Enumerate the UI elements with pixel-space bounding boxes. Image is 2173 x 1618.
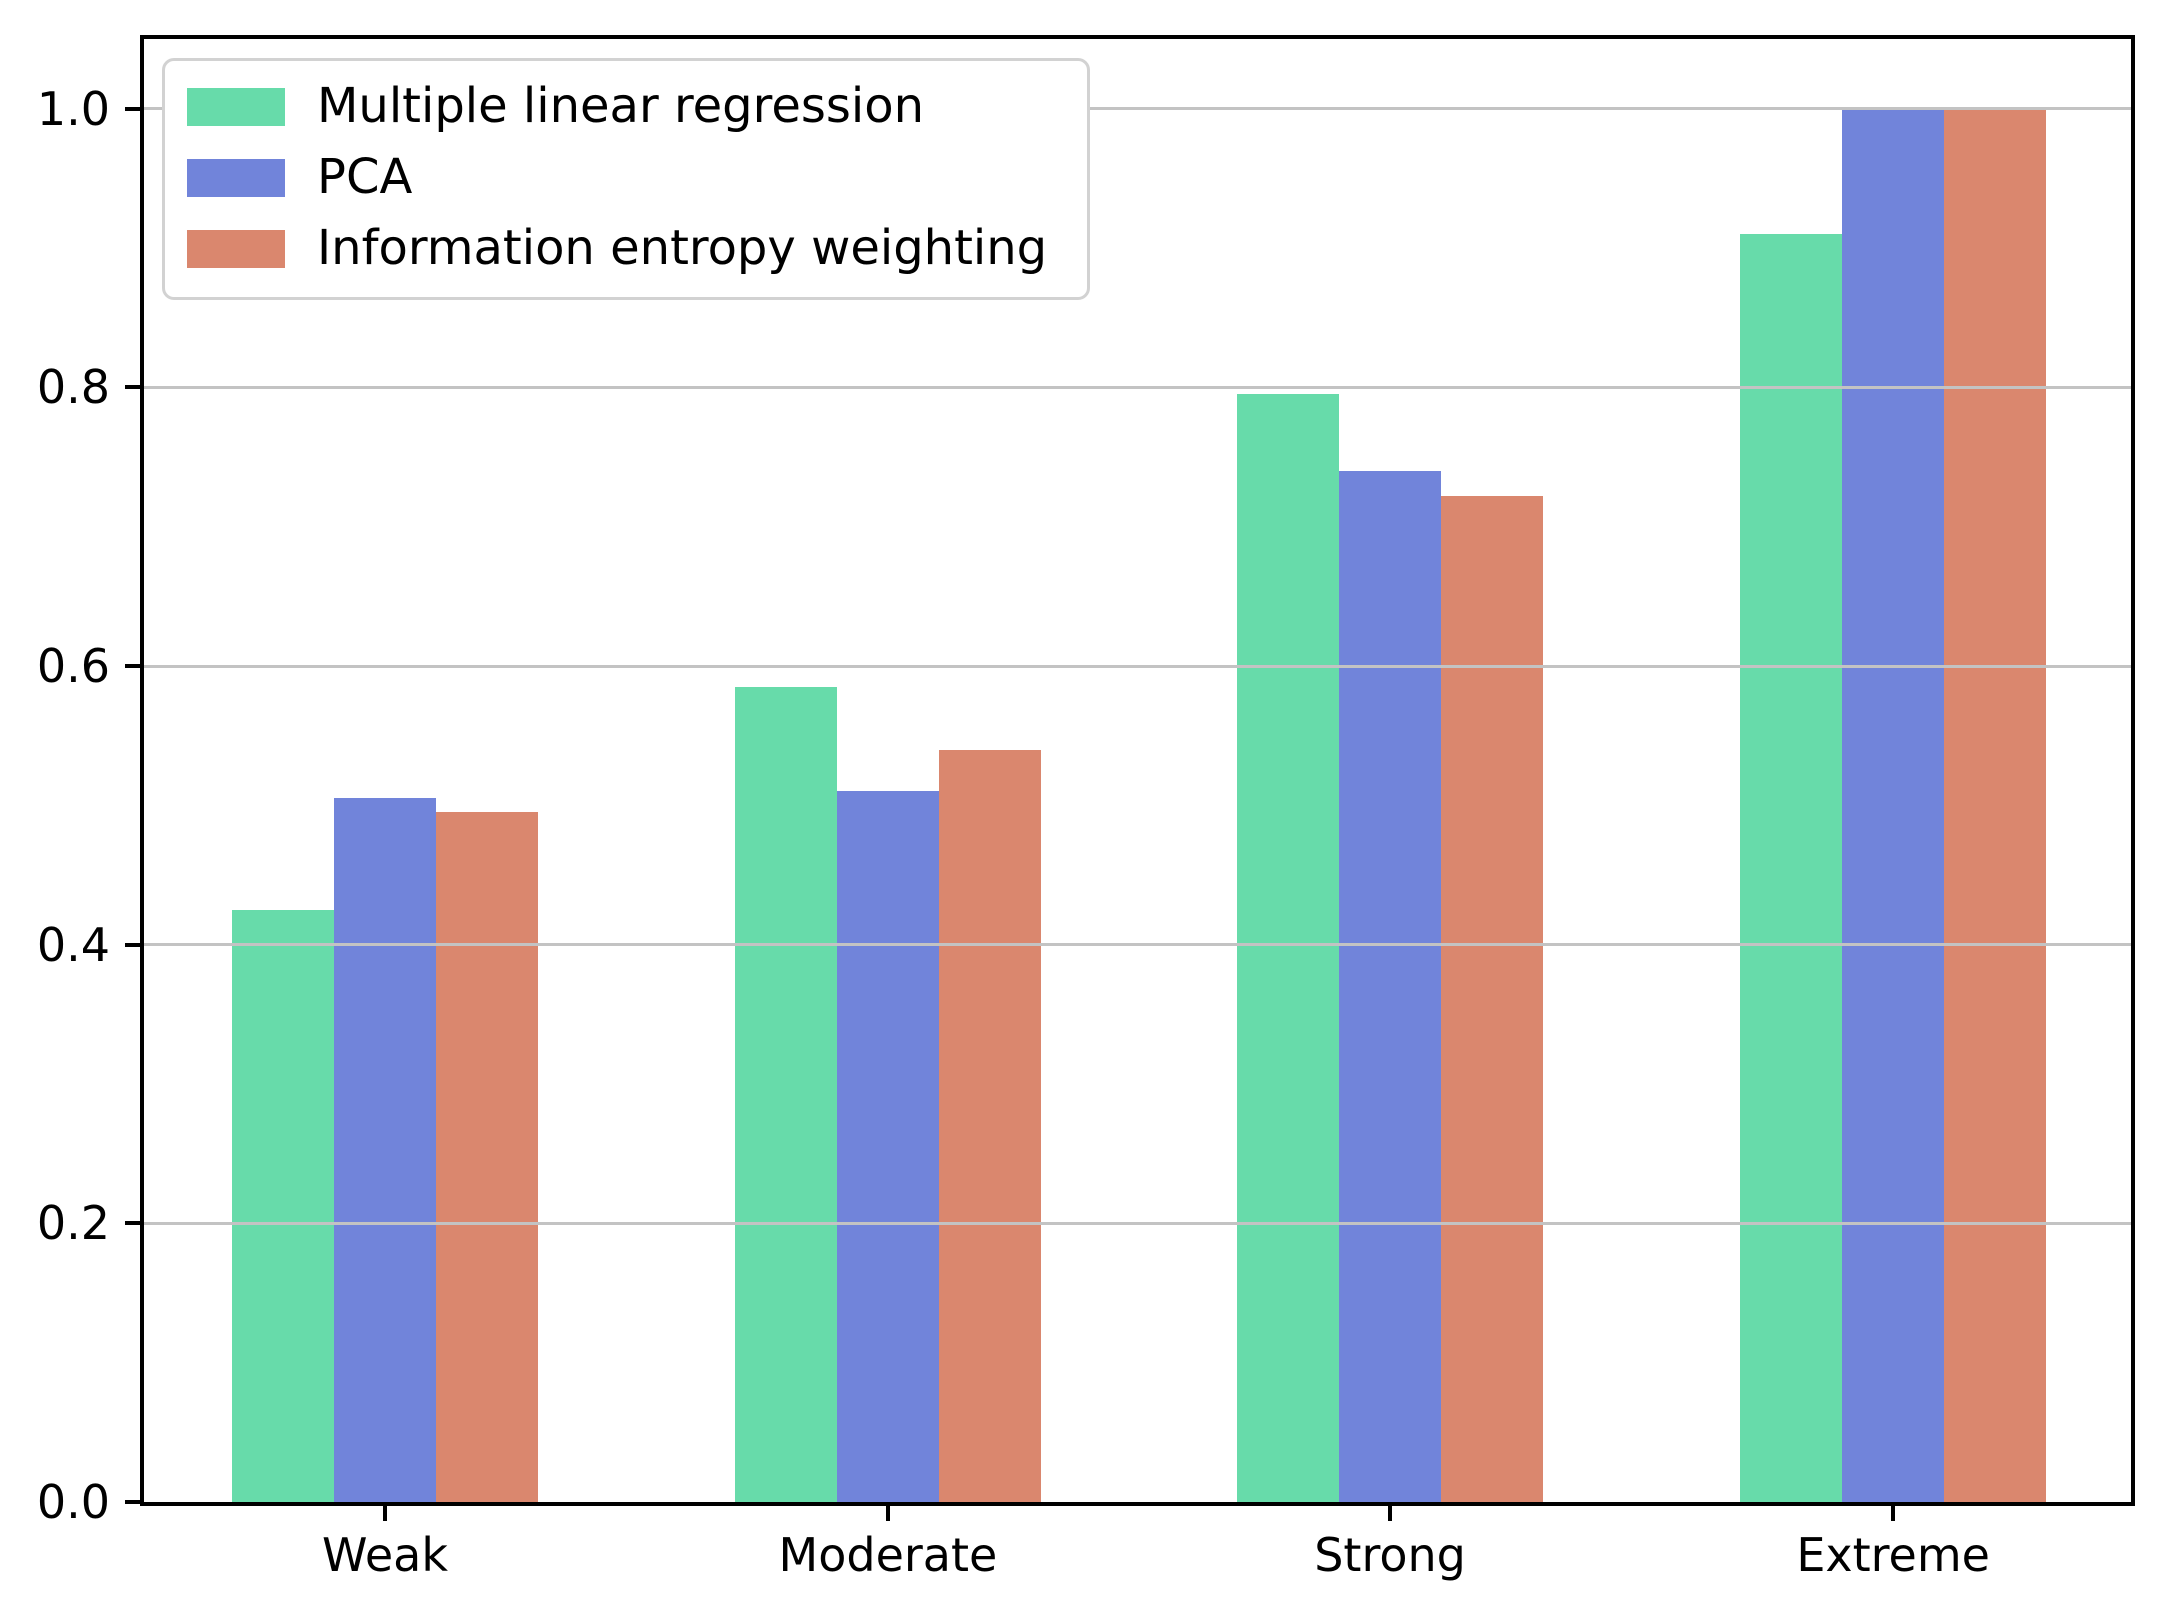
- legend-item-series2: Information entropy weighting: [187, 221, 1047, 276]
- bar-moderate-series0: [734, 686, 837, 1502]
- xtick-label-weak: Weak: [322, 1528, 448, 1582]
- legend-swatch-series1: [187, 158, 285, 197]
- ytick-label-0.2: 0.2: [36, 1196, 110, 1251]
- ytick-label-1.0: 1.0: [36, 81, 110, 136]
- gridline-y-0.2: [144, 1221, 2131, 1225]
- ytick-label-0.0: 0.0: [36, 1475, 110, 1529]
- ytick-mark-0.8: [125, 385, 140, 390]
- ytick-mark-0.2: [125, 1221, 140, 1226]
- xtick-mark-weak: [383, 1506, 388, 1521]
- ytick-label-0.4: 0.4: [36, 917, 110, 972]
- ytick-label-0.6: 0.6: [36, 639, 110, 693]
- bar-strong-series0: [1237, 394, 1340, 1502]
- legend-label-series2: Information entropy weighting: [317, 220, 1048, 277]
- xtick-mark-extreme: [1891, 1506, 1896, 1521]
- xtick-mark-moderate: [885, 1506, 890, 1521]
- xtick-label-moderate: Moderate: [778, 1528, 998, 1582]
- bar-strong-series2: [1441, 496, 1544, 1502]
- legend: Multiple linear regression PCA Information…: [162, 58, 1091, 300]
- xtick-mark-strong: [1388, 1506, 1393, 1521]
- plot-area: Multiple linear regression PCA Information…: [37, 35, 2135, 1578]
- xtick-label-strong: Strong: [1314, 1528, 1466, 1582]
- legend-item-series0: Multiple linear regression: [187, 78, 1047, 134]
- ytick-mark-1.0: [125, 106, 140, 111]
- bar-moderate-series1: [836, 791, 939, 1502]
- bar-extreme-series0: [1740, 234, 1843, 1502]
- ytick-mark-0.6: [125, 664, 140, 669]
- gridline-y-1.0: [144, 107, 2131, 111]
- bar-weak-series0: [232, 909, 335, 1502]
- bar-weak-series1: [334, 798, 436, 1502]
- bar-extreme-series1: [1842, 108, 1945, 1502]
- legend-label-series0: Multiple linear regression: [317, 78, 924, 134]
- bar-extreme-series2: [1944, 108, 2047, 1502]
- legend-item-series1: PCA: [187, 149, 1047, 206]
- bar-moderate-series2: [938, 749, 1041, 1502]
- legend-swatch-series2: [187, 229, 285, 268]
- gridline-y-0.8: [144, 385, 2131, 389]
- bar-strong-series1: [1339, 470, 1442, 1502]
- bar-weak-series2: [436, 812, 538, 1502]
- legend-swatch-series0: [187, 87, 285, 126]
- gridline-y-0.6: [144, 664, 2131, 668]
- ytick-label-0.8: 0.8: [36, 360, 110, 415]
- gridline-y-0.4: [144, 943, 2131, 947]
- ytick-mark-0.4: [125, 942, 140, 947]
- legend-label-series1: PCA: [317, 149, 413, 206]
- ytick-mark-0.0: [125, 1500, 140, 1504]
- xtick-label-extreme: Extreme: [1796, 1528, 1990, 1582]
